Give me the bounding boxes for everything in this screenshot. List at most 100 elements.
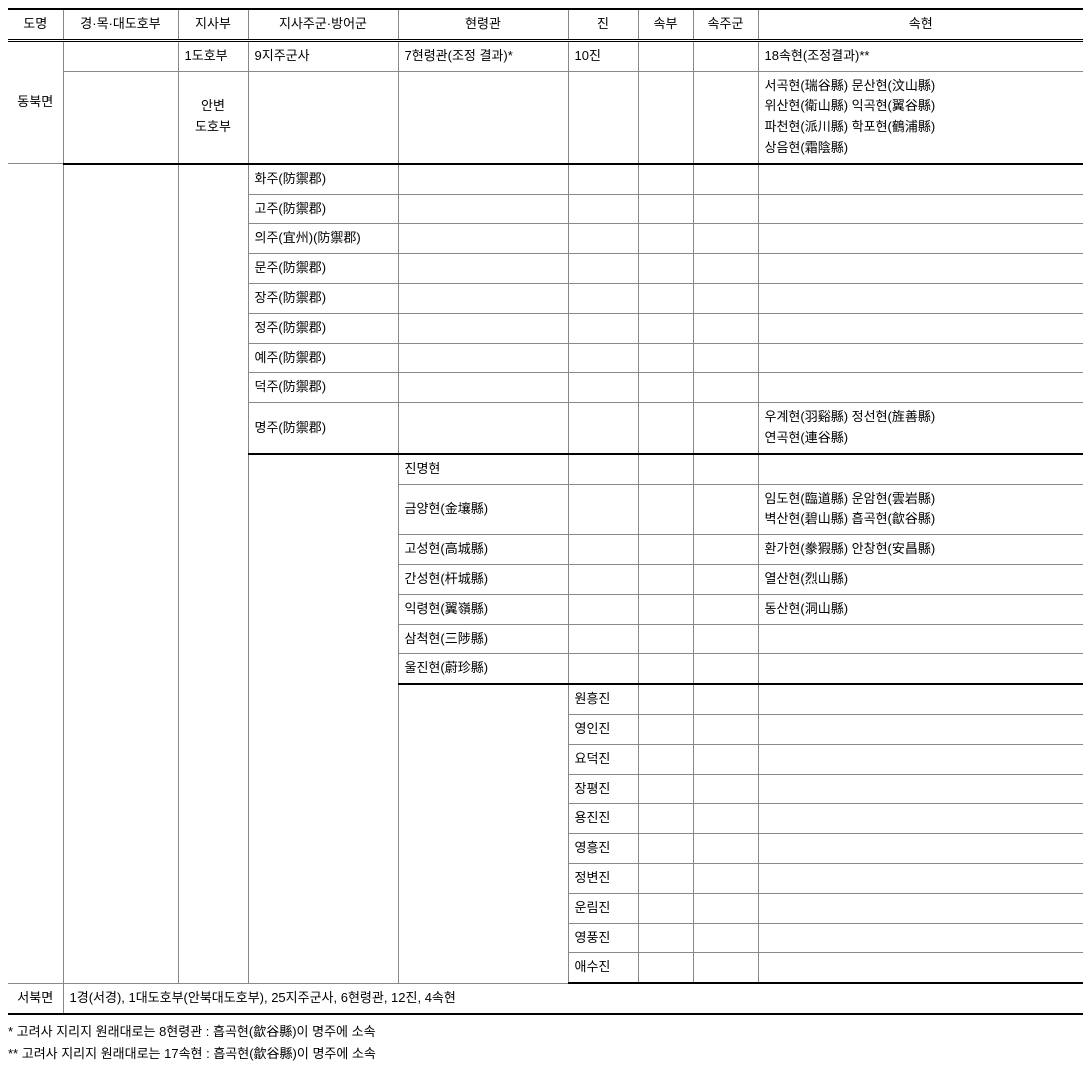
sokhyeon-cell: 임도현(臨道縣) 운암현(雲岩縣)벽산현(碧山縣) 흡곡현(歙谷縣) — [758, 484, 1083, 535]
sokbu-cell — [638, 373, 693, 403]
hyeonryeong-cell: 고성현(高城縣) — [398, 535, 568, 565]
sokjugun-cell — [693, 834, 758, 864]
sokjugun-cell — [693, 744, 758, 774]
summary-jisajugun: 9지주군사 — [248, 40, 398, 71]
summary-sokjugun — [693, 40, 758, 71]
jisajugun-cell: 정주(防禦郡) — [248, 313, 398, 343]
header-gyeong: 경·목·대도호부 — [63, 9, 178, 40]
jin-cell: 용진진 — [568, 804, 638, 834]
sokbu-cell — [638, 594, 693, 624]
jin-cell: 운림진 — [568, 893, 638, 923]
sokbu-cell — [638, 834, 693, 864]
sokbu-cell — [638, 654, 693, 684]
jin-cell — [568, 564, 638, 594]
jisajugun-cell: 덕주(防禦郡) — [248, 373, 398, 403]
footnote-1: * 고려사 지리지 원래대로는 8현령관 : 흡곡현(歙谷縣)이 명주에 소속 — [8, 1021, 1083, 1043]
dongbuk-sokbu — [638, 71, 693, 164]
hyeonryeong-cell — [398, 254, 568, 284]
header-domyeong: 도명 — [8, 9, 63, 40]
jin-cell — [568, 484, 638, 535]
sokhyeon-cell — [758, 164, 1083, 194]
sokhyeon-cell — [758, 194, 1083, 224]
header-sokbu: 속부 — [638, 9, 693, 40]
jisajugun-cell: 명주(防禦郡) — [248, 403, 398, 454]
jin-cell — [568, 624, 638, 654]
jin-cell — [568, 535, 638, 565]
sokhyeon-cell: 우계현(羽谿縣) 정선현(旌善縣)연곡현(連谷縣) — [758, 403, 1083, 454]
sokjugun-cell — [693, 343, 758, 373]
sokjugun-cell — [693, 624, 758, 654]
jin-cell — [568, 313, 638, 343]
sokhyeon-cell — [758, 774, 1083, 804]
hyeonryeong-cell — [398, 403, 568, 454]
dongbuk-jin — [568, 71, 638, 164]
sokjugun-cell — [693, 313, 758, 343]
jin-cell: 영풍진 — [568, 923, 638, 953]
sokjugun-cell — [693, 194, 758, 224]
sokbu-cell — [638, 343, 693, 373]
hyeonryeong-cell — [398, 164, 568, 194]
dongbuk-label: 동북면 — [8, 40, 63, 163]
sokjugun-cell — [693, 283, 758, 313]
jisajugun-cell: 문주(防禦郡) — [248, 254, 398, 284]
sokhyeon-cell — [758, 313, 1083, 343]
jin-cell: 영인진 — [568, 714, 638, 744]
sokbu-cell — [638, 863, 693, 893]
admin-division-table: 도명 경·목·대도호부 지사부 지사주군·방어군 현령관 진 속부 속주군 속현… — [8, 8, 1083, 1015]
dongbuk-hyeonryeong — [398, 71, 568, 164]
seobuk-row: 서북면1경(서경), 1대도호부(안북대도호부), 25지주군사, 6현령관, … — [8, 983, 1083, 1014]
sokhyeon-cell — [758, 714, 1083, 744]
sokhyeon-cell — [758, 454, 1083, 484]
sokhyeon-cell — [758, 923, 1083, 953]
section-gyeong-blank — [63, 164, 178, 983]
sokhyeon-cell — [758, 744, 1083, 774]
sokhyeon-cell — [758, 834, 1083, 864]
jin-cell — [568, 454, 638, 484]
summary-jisabu: 1도호부 — [178, 40, 248, 71]
sokhyeon-cell — [758, 373, 1083, 403]
sokjugun-cell — [693, 863, 758, 893]
footnote-2: ** 고려사 지리지 원래대로는 17속현 : 흡곡현(歙谷縣)이 명주에 소속 — [8, 1043, 1083, 1065]
sokhyeon-cell — [758, 953, 1083, 983]
hyeonryeong-cell: 익령현(翼嶺縣) — [398, 594, 568, 624]
header-jisabu: 지사부 — [178, 9, 248, 40]
sokjugun-cell — [693, 564, 758, 594]
summary-row: 동북면1도호부9지주군사7현령관(조정 결과)*10진18속현(조정결과)** — [8, 40, 1083, 71]
sokjugun-cell — [693, 484, 758, 535]
sokjugun-cell — [693, 684, 758, 714]
dongbuk-sokhyeon: 서곡현(瑞谷縣) 문산현(汶山縣)위산현(衛山縣) 익곡현(翼谷縣)파천현(派川… — [758, 71, 1083, 164]
sokbu-cell — [638, 254, 693, 284]
jin-cell — [568, 403, 638, 454]
sokhyeon-cell — [758, 684, 1083, 714]
sokjugun-cell — [693, 535, 758, 565]
sokbu-cell — [638, 535, 693, 565]
sokbu-cell — [638, 164, 693, 194]
dongbuk-sokjugun — [693, 71, 758, 164]
jin-cell — [568, 343, 638, 373]
jin-cell — [568, 594, 638, 624]
jin-cell: 정변진 — [568, 863, 638, 893]
hyeonryeong-cell: 울진현(蔚珍縣) — [398, 654, 568, 684]
sokhyeon-cell — [758, 893, 1083, 923]
dongbuk-gyeong — [63, 71, 178, 164]
jin-cell: 영흥진 — [568, 834, 638, 864]
sokhyeon-cell: 환가현(豢猳縣) 안창현(安昌縣) — [758, 535, 1083, 565]
jin-cell — [568, 373, 638, 403]
sokbu-cell — [638, 714, 693, 744]
sokjugun-cell — [693, 594, 758, 624]
jin-cell — [568, 224, 638, 254]
sokjugun-cell — [693, 454, 758, 484]
sokbu-cell — [638, 564, 693, 594]
sokhyeon-cell — [758, 343, 1083, 373]
jin-cell: 장평진 — [568, 774, 638, 804]
hyeonryeong-cell — [398, 343, 568, 373]
hyeonryeong-cell: 금양현(金壤縣) — [398, 484, 568, 535]
hyeonryeong-cell: 진명현 — [398, 454, 568, 484]
jin-cell: 요덕진 — [568, 744, 638, 774]
hyeonryeong-cell — [398, 313, 568, 343]
sokbu-cell — [638, 313, 693, 343]
sokhyeon-cell — [758, 654, 1083, 684]
sokbu-cell — [638, 774, 693, 804]
jin-cell — [568, 194, 638, 224]
sokbu-cell — [638, 224, 693, 254]
